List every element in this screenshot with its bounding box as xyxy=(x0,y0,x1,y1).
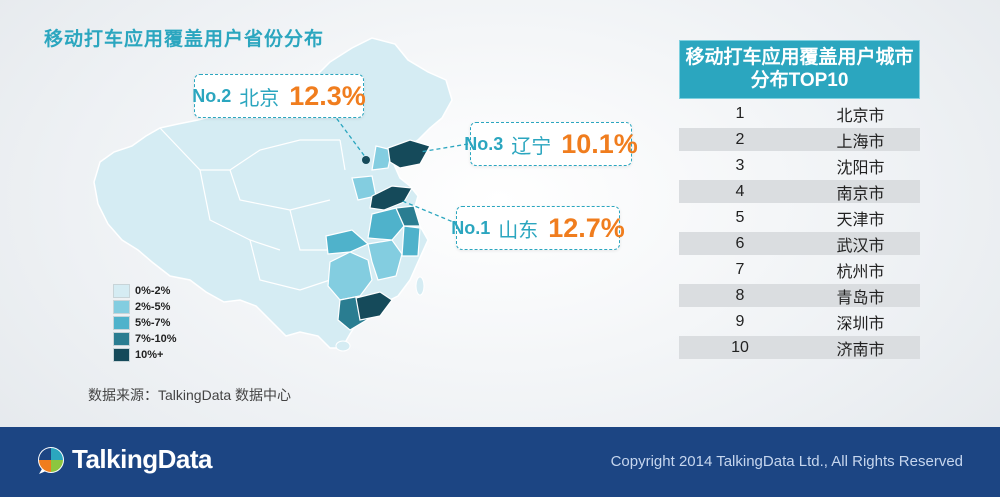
legend-swatch xyxy=(113,283,130,298)
callout-value: 12.7% xyxy=(548,212,625,243)
legend-label: 0%-2% xyxy=(135,284,171,297)
table-row: 8 青岛市 xyxy=(679,284,920,307)
table-row: 5 天津市 xyxy=(679,206,920,229)
callout-province: 辽宁 xyxy=(511,135,552,158)
table-header-line2: 分布TOP10 xyxy=(750,70,849,91)
beijing-marker xyxy=(362,156,370,164)
footer-bar: TalkingData Copyright 2014 TalkingData L… xyxy=(0,427,1000,497)
city-ranking-table: 移动打车应用覆盖用户城市 分布TOP10 1 北京市 2 上海市 3 沈阳市 4… xyxy=(679,40,920,359)
legend-swatch xyxy=(113,299,130,314)
page-title: 移动打车应用覆盖用户省份分布 xyxy=(44,29,325,50)
legend-label: 2%-5% xyxy=(135,300,171,313)
callout-liaoning: No.3 辽宁 10.1% xyxy=(464,122,638,166)
legend-item: 5%-7% xyxy=(113,315,177,330)
logo-text: TalkingData xyxy=(72,444,212,474)
city-name: 深圳市 xyxy=(836,315,885,333)
legend-item: 0%-2% xyxy=(113,283,177,298)
callout-beijing: No.2 北京 12.3% xyxy=(192,74,366,118)
talkingdata-logo: TalkingData xyxy=(36,444,212,475)
rank-number: 9 xyxy=(735,312,745,330)
data-source: 数据来源：TalkingData 数据中心 xyxy=(88,387,292,403)
rank-number: 2 xyxy=(735,130,745,148)
callout-rank: No.1 xyxy=(451,217,491,238)
rank-number: 8 xyxy=(735,286,745,304)
legend-item: 2%-5% xyxy=(113,299,177,314)
province-level-5-7 xyxy=(325,229,370,255)
province-guangdong xyxy=(355,291,393,321)
rank-number: 6 xyxy=(735,234,745,252)
legend-swatch xyxy=(113,347,130,362)
table-header: 移动打车应用覆盖用户城市 分布TOP10 xyxy=(679,40,920,99)
legend-swatch xyxy=(113,315,130,330)
taiwan xyxy=(415,276,425,296)
rank-number: 10 xyxy=(731,338,749,356)
rank-number: 4 xyxy=(735,182,745,200)
province-level-7-10 xyxy=(395,205,421,227)
rank-number: 1 xyxy=(735,104,745,122)
callout-rank: No.3 xyxy=(464,133,504,154)
city-name: 青岛市 xyxy=(836,289,885,307)
city-name: 沈阳市 xyxy=(836,159,885,177)
callout-province: 山东 xyxy=(498,219,539,242)
province-liaoning xyxy=(387,139,431,169)
callout-value: 10.1% xyxy=(561,128,638,159)
speech-bubble-pinwheel-icon xyxy=(38,446,64,474)
province-level-5-7 xyxy=(401,225,421,257)
city-name: 南京市 xyxy=(836,185,885,203)
legend-label: 10%+ xyxy=(135,348,164,361)
callout-rank: No.2 xyxy=(192,85,232,106)
province-borders xyxy=(159,127,346,291)
rank-number: 5 xyxy=(735,208,745,226)
legend-swatch xyxy=(113,331,130,346)
map-legend: 0%-2% 2%-5% 5%-7% 7%-10% 10%+ xyxy=(113,283,177,363)
rank-number: 7 xyxy=(735,260,745,278)
city-name: 济南市 xyxy=(836,341,885,359)
callout-province: 北京 xyxy=(239,87,280,110)
table-row: 2 上海市 xyxy=(679,128,920,151)
callout-shandong: No.1 山东 12.7% xyxy=(451,206,625,250)
table-row: 4 南京市 xyxy=(679,180,920,203)
city-name: 天津市 xyxy=(836,211,885,229)
city-name: 北京市 xyxy=(836,107,885,125)
table-row: 6 武汉市 xyxy=(679,232,920,255)
table-row: 7 杭州市 xyxy=(679,258,920,281)
china-province-map: No.2 北京 12.3% No.3 辽宁 10.1% No.1 山东 12.7… xyxy=(93,37,638,352)
city-name: 武汉市 xyxy=(836,237,885,255)
callout-value: 12.3% xyxy=(289,80,366,111)
city-name: 上海市 xyxy=(836,133,885,151)
legend-label: 7%-10% xyxy=(135,332,177,345)
city-name: 杭州市 xyxy=(836,263,885,281)
province-level-5-7 xyxy=(367,207,405,241)
callout-leaders xyxy=(319,95,469,225)
hainan xyxy=(335,340,351,352)
table-row: 3 沈阳市 xyxy=(679,154,920,177)
copyright-text: Copyright 2014 TalkingData Ltd., All Rig… xyxy=(610,453,963,470)
legend-item: 10%+ xyxy=(113,347,177,362)
table-header-line1: 移动打车应用覆盖用户城市 xyxy=(685,47,914,68)
table-row: 9 深圳市 xyxy=(679,310,920,333)
rank-number: 3 xyxy=(735,156,745,174)
legend-item: 7%-10% xyxy=(113,331,177,346)
table-row: 10 济南市 xyxy=(679,336,920,359)
province-level-2-5 xyxy=(327,251,373,301)
legend-label: 5%-7% xyxy=(135,316,171,329)
province-level-2-5 xyxy=(371,145,393,171)
table-row: 1 北京市 xyxy=(679,102,920,125)
